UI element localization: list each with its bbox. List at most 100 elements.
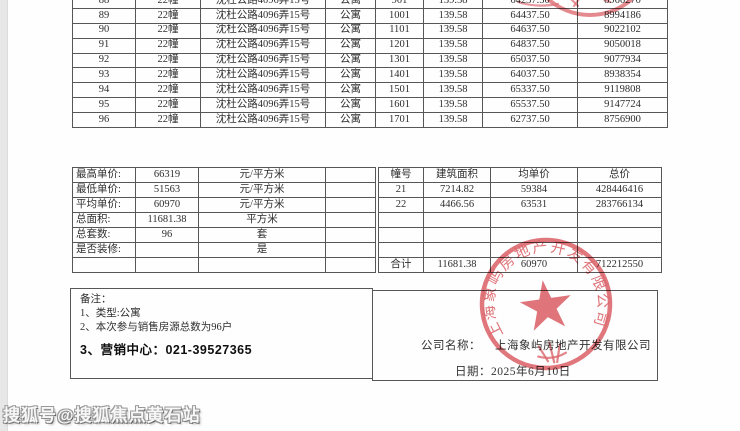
- table-cell: 沈杜公路4096弄15号: [200, 37, 326, 54]
- table-cell: [378, 242, 424, 258]
- table-row: 96 22幢 沈杜公路4096弄15号 公寓 1701 139.58 62737.50 875…: [72, 112, 668, 129]
- table-row: 89 22幢 沈杜公路4096弄15号 公寓 1001 139.58 64437.50 899…: [72, 7, 668, 24]
- column-header: 幢号: [378, 167, 424, 183]
- column-header: 总价: [577, 167, 662, 183]
- table-cell: [325, 197, 376, 213]
- table-cell: 公寓: [325, 52, 376, 69]
- table-cell: 9147724: [577, 97, 668, 114]
- note-line-marketing-phone: 3、营销中心：021-39527365: [80, 343, 253, 357]
- table-row: 90 22幢 沈杜公路4096弄15号 公寓 1101 139.58 64637.50 902…: [72, 22, 668, 39]
- table-cell: 9119808: [577, 82, 668, 99]
- table-cell: 60970: [135, 197, 199, 213]
- table-cell: [325, 242, 376, 258]
- note-line-type: 1、类型:公寓: [80, 308, 141, 319]
- table-cell: 沈杜公路4096弄15号: [200, 0, 326, 9]
- table-cell: 沈杜公路4096弄15号: [200, 7, 326, 24]
- table-cell: 22幢: [135, 0, 201, 9]
- table-cell: 139.58: [423, 67, 483, 84]
- table-cell: 1701: [375, 112, 424, 129]
- table-cell: 428446416: [577, 182, 662, 198]
- company-name-value: 上海象屿房地产开发有限公司: [495, 340, 651, 352]
- note-line-total-units: 2、本次参与销售房源总数为96户: [80, 322, 233, 333]
- table-cell: 元/平方米: [198, 167, 326, 183]
- table-cell: 公寓: [325, 37, 376, 54]
- notes-title: 备注：: [80, 294, 112, 305]
- table-row: 最高单价: 66319 元/平方米: [72, 167, 376, 183]
- table-cell: 8756900: [577, 112, 668, 129]
- table-cell: 22幢: [135, 22, 201, 39]
- table-cell: [72, 257, 136, 273]
- table-cell: [325, 167, 376, 183]
- table-cell: 套: [198, 227, 326, 243]
- table-cell: 1001: [375, 7, 424, 24]
- table-cell: 22幢: [135, 112, 201, 129]
- table-cell: 1101: [375, 22, 424, 39]
- table-cell: 88: [72, 0, 136, 9]
- table-cell: 22幢: [135, 97, 201, 114]
- table-cell: 平均单价:: [72, 197, 136, 213]
- table-cell: 沈杜公路4096弄15号: [200, 22, 326, 39]
- table-cell: [325, 257, 376, 273]
- table-cell: 89: [72, 7, 136, 24]
- sohu-watermark: 搜狐号@搜狐焦点黄石站: [3, 406, 201, 425]
- table-cell: 元/平方米: [198, 182, 326, 198]
- table-cell: 65037.50: [482, 52, 578, 69]
- column-header: 均单价: [490, 167, 578, 183]
- table-cell: 11681.38: [135, 212, 199, 228]
- notes-box: 备注： 1、类型:公寓 2、本次参与销售房源总数为96户 3、营销中心：021-…: [70, 288, 373, 379]
- table-cell: 1201: [375, 37, 424, 54]
- table-row: 21 7214.82 59384 428446416: [378, 182, 662, 198]
- table-cell: 沈杜公路4096弄15号: [200, 67, 326, 84]
- table-cell: 22幢: [135, 7, 201, 24]
- company-name-line: 公司名称： 上海象屿房地产开发有限公司: [421, 337, 651, 353]
- table-cell: [135, 242, 199, 258]
- table-cell: 沈杜公路4096弄15号: [200, 52, 326, 69]
- table-row: 94 22幢 沈杜公路4096弄15号 公寓 1501 139.58 65337.50 911…: [72, 82, 668, 99]
- table-cell: 62737.50: [482, 112, 578, 129]
- table-cell: 公寓: [325, 82, 376, 99]
- table-cell: 59384: [490, 182, 578, 198]
- table-header-row: 幢号 建筑面积 均单价 总价: [378, 167, 662, 183]
- table-row: [378, 242, 662, 258]
- table-cell: 65337.50: [482, 82, 578, 99]
- date-label: 日期：: [455, 366, 491, 378]
- table-cell: 4466.56: [423, 197, 491, 213]
- table-cell: 139.58: [423, 112, 483, 129]
- table-cell: [423, 212, 491, 228]
- table-row: 95 22幢 沈杜公路4096弄15号 公寓 1601 139.58 65537.50 914…: [72, 97, 668, 114]
- table-cell: 是: [198, 242, 326, 258]
- signature-box: 公司名称： 上海象屿房地产开发有限公司 日期：2025年6月10日: [372, 290, 658, 381]
- summary-table-wrap: 最高单价: 66319 元/平方米 最低单价: 51563 元/平方米 平均单价: 60970…: [72, 167, 376, 273]
- table-cell: 1501: [375, 82, 424, 99]
- table-cell: 总面积:: [72, 212, 136, 228]
- table-cell: 139.58: [423, 97, 483, 114]
- table-cell: 63531: [490, 197, 578, 213]
- table-cell: 公寓: [325, 67, 376, 84]
- table-row: [378, 212, 662, 228]
- table-cell: [325, 227, 376, 243]
- table-cell: 元/平方米: [198, 197, 326, 213]
- table-cell: 90: [72, 22, 136, 39]
- table-cell: 96: [135, 227, 199, 243]
- table-row: 总套数: 96 套: [72, 227, 376, 243]
- table-cell: 9077934: [577, 52, 668, 69]
- table-cell: 901: [375, 0, 424, 9]
- table-cell: [325, 212, 376, 228]
- table-cell: 139.58: [423, 37, 483, 54]
- table-cell: 92: [72, 52, 136, 69]
- table-row: 22 4466.56 63531 283766134: [378, 197, 662, 213]
- table-cell: 64837.50: [482, 37, 578, 54]
- table-cell: 60970: [490, 257, 578, 273]
- table-cell: 51563: [135, 182, 199, 198]
- table-cell: 1301: [375, 52, 424, 69]
- page-edge: [0, 0, 8, 431]
- table-cell: 1601: [375, 97, 424, 114]
- table-cell: 沈杜公路4096弄15号: [200, 97, 326, 114]
- seal-ring: [479, 237, 613, 371]
- table-cell: 11681.38: [423, 257, 491, 273]
- table-cell: 139.58: [423, 82, 483, 99]
- company-seal-stamp: 上海象屿房地产开发有限公司: [473, 230, 615, 371]
- table-cell: 沈杜公路4096弄15号: [200, 112, 326, 129]
- table-cell: [135, 257, 199, 273]
